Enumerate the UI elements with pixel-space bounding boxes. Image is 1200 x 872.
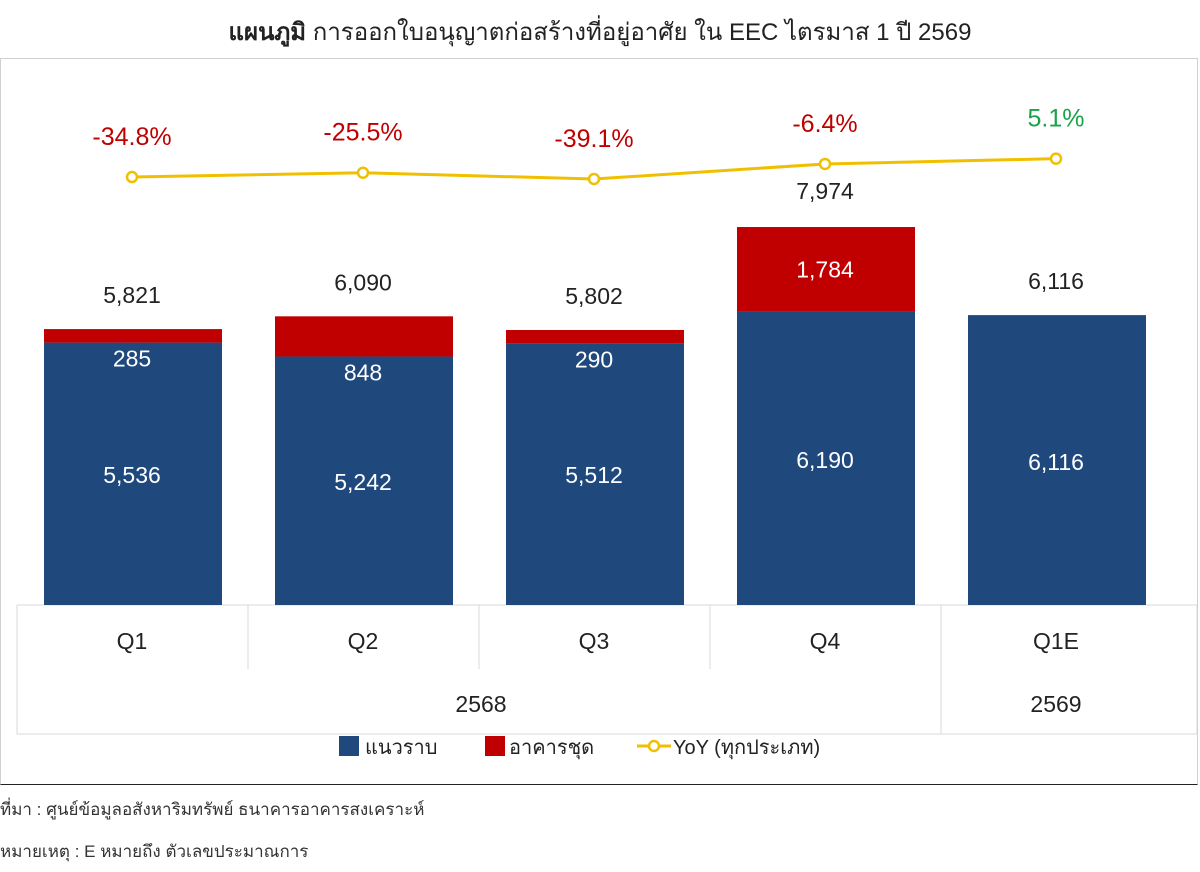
bar-segment-q1e-lowrise [968, 315, 1146, 605]
legend-swatch-condo [485, 736, 505, 756]
category-label: Q1 [117, 628, 148, 654]
data-label-lowrise: 6,190 [796, 447, 854, 473]
data-label-condo: 285 [113, 346, 151, 372]
bar-segment-q2-lowrise [275, 356, 453, 605]
category-label: Q1E [1033, 628, 1079, 654]
yoy-label: 5.1% [1028, 105, 1085, 133]
data-label-total: 5,802 [565, 283, 623, 309]
bar-segment-q4-lowrise [737, 311, 915, 605]
legend-swatch-lowrise [339, 736, 359, 756]
yoy-point [587, 172, 601, 186]
chart-title-rest: การออกใบอนุญาตก่อสร้างที่อยู่อาศัย ใน EE… [306, 19, 972, 46]
data-label-condo: 848 [344, 360, 382, 386]
category-label: Q3 [579, 628, 610, 654]
group-label: 2568 [455, 691, 506, 717]
remark-note: หมายเหตุ : E หมายถึง ตัวเลขประมาณการ [0, 842, 309, 861]
category-label: Q4 [810, 628, 841, 654]
legend-label: YoY (ทุกประเภท) [673, 737, 820, 760]
data-label-condo: 1,784 [796, 256, 854, 282]
yoy-point [1049, 152, 1063, 165]
bar-segment-q2-condo [275, 316, 453, 357]
yoy-point [125, 170, 139, 184]
legend-label: อาคารชุด [509, 737, 594, 760]
chart-frame: 285 5,536 5,821 848 5,242 6,090 290 5,512 5,802 1… [0, 58, 1198, 785]
yoy-label: -34.8% [92, 123, 171, 151]
yoy-label: -25.5% [323, 119, 402, 147]
legend-marker-yoy [647, 739, 661, 753]
data-label-lowrise: 5,242 [334, 469, 392, 495]
source-note: ที่มา : ศูนย์ข้อมูลอสังหาริมทรัพย์ ธนาคา… [0, 800, 425, 819]
bar-segment-q3-lowrise [506, 343, 684, 605]
data-label-total: 5,821 [103, 282, 161, 308]
chart-title: แผนภูมิ การออกใบอนุญาตก่อสร้างที่อยู่อาศ… [0, 12, 1200, 51]
chart-title-bold: แผนภูมิ [228, 19, 307, 46]
yoy-point [356, 166, 370, 179]
bar-segment-q3-condo [506, 329, 684, 344]
yoy-label: -39.1% [554, 125, 633, 153]
yoy-label: -6.4% [792, 110, 857, 138]
bar-segment-q4-condo [737, 227, 915, 312]
data-label-total: 6,116 [1028, 268, 1084, 294]
stacked-bar-chart: 285 5,536 5,821 848 5,242 6,090 290 5,512 5,802 1… [16, 105, 1197, 760]
data-label-lowrise: 6,116 [1028, 449, 1084, 475]
group-label: 2569 [1030, 691, 1081, 717]
data-label-total: 6,090 [334, 269, 392, 295]
data-label-total: 7,974 [796, 178, 854, 204]
data-label-lowrise: 5,536 [103, 462, 161, 488]
legend-label: แนวราบ [365, 737, 437, 759]
yoy-point [818, 157, 832, 171]
category-label: Q2 [348, 628, 379, 654]
bar-segment-q1-lowrise [44, 342, 222, 605]
data-label-lowrise: 5,512 [565, 462, 623, 488]
data-label-condo: 290 [575, 347, 613, 373]
bar-segment-q1-condo [44, 329, 222, 343]
